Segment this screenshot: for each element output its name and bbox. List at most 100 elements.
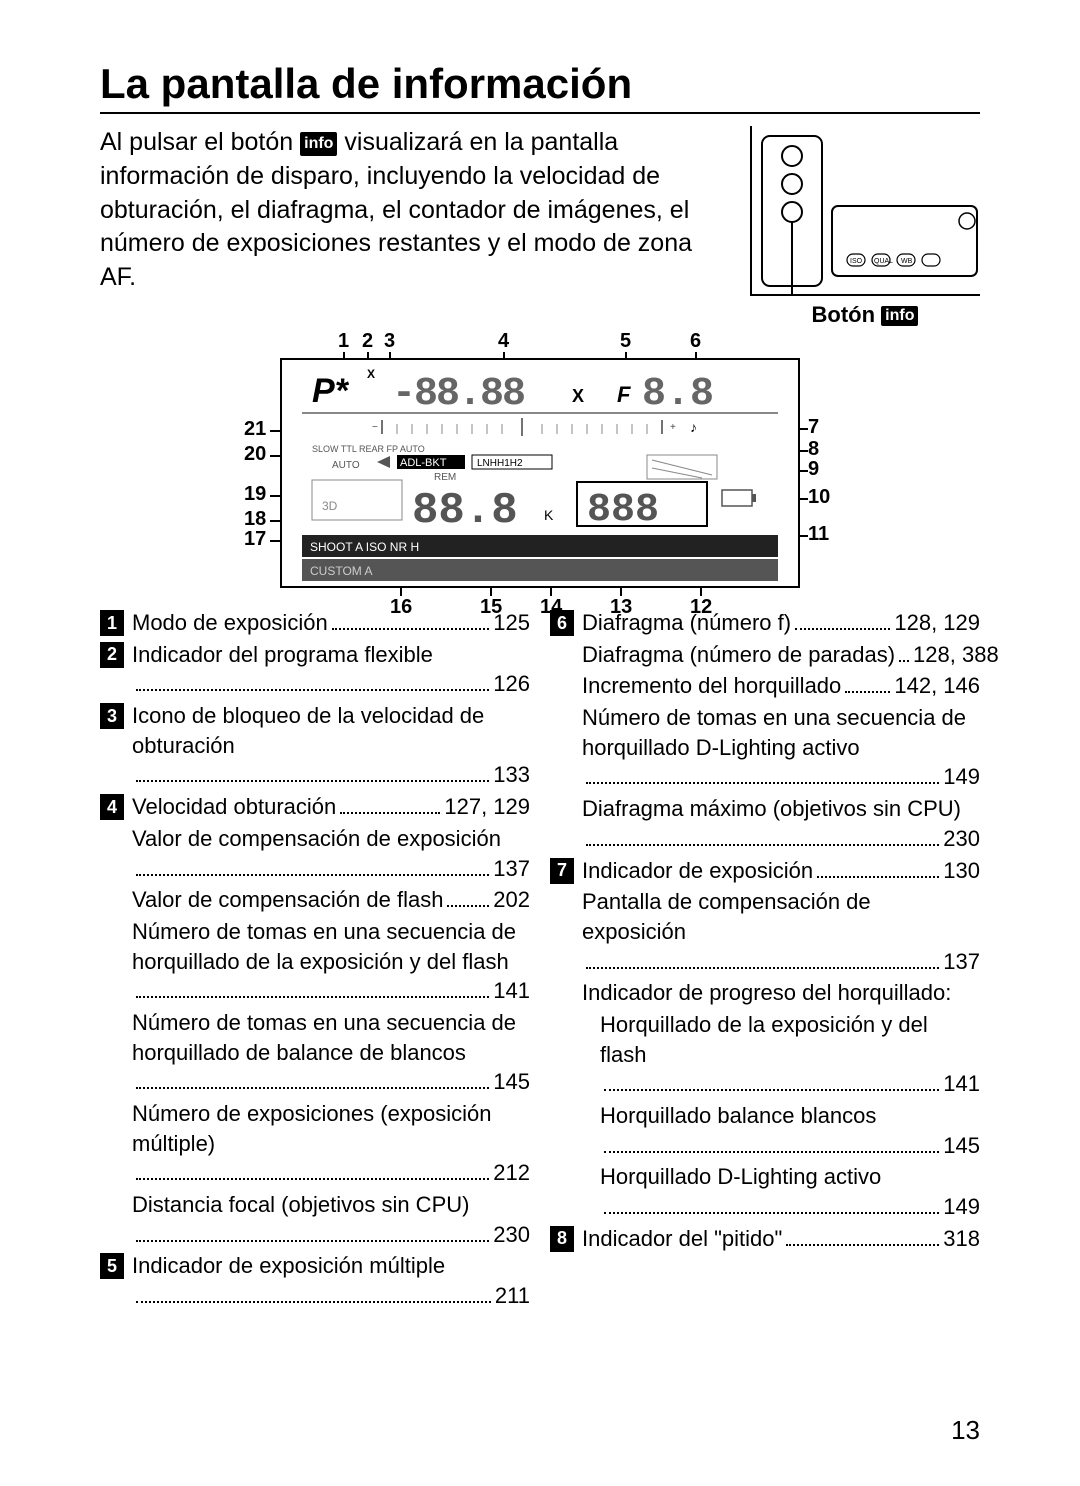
legend-text: Indicador de exposición130 — [582, 856, 980, 886]
page-number: 13 — [951, 1415, 980, 1446]
legend-text: Velocidad obturación127, 129 — [132, 792, 530, 822]
svg-text:X: X — [572, 386, 584, 406]
svg-text:+: + — [670, 422, 676, 433]
legend-left-column: 1 Modo de exposición125 2 Indicador del pro… — [100, 608, 530, 1313]
legend-item: Incremento del horquillado142, 146 — [550, 671, 980, 701]
callout-3: 3 — [384, 330, 395, 353]
svg-text:SLOW TTL REAR FP AUTO: SLOW TTL REAR FP AUTO — [312, 444, 425, 454]
svg-text:QUAL: QUAL — [874, 258, 893, 265]
callout-4: 4 — [498, 330, 509, 353]
legend-text: Número de tomas en una secuencia de horq… — [132, 917, 530, 1006]
legend-text: Incremento del horquillado142, 146 — [582, 671, 980, 701]
legend-text: Diafragma máximo (objetivos sin CPU)230 — [582, 794, 980, 853]
legend-right-column: 6Diafragma (número f)128, 129Diafragma (… — [550, 608, 980, 1313]
legend-number-box: 7 — [550, 858, 574, 884]
legend-text: Número de tomas en una secuencia de horq… — [132, 1008, 530, 1097]
legend-item: Valor de compensación de exposición137 — [100, 824, 530, 883]
legend-text: Valor de compensación de flash202 — [132, 885, 530, 915]
legend-text: Horquillado de la exposición y del flash… — [582, 1010, 980, 1099]
legend-item: Horquillado de la exposición y del flash… — [550, 1010, 980, 1099]
legend: 1 Modo de exposición125 2 Indicador del pro… — [100, 608, 980, 1313]
svg-text:P*: P* — [312, 372, 350, 410]
legend-item: 3 Icono de bloqueo de la velocidad de obt… — [100, 701, 530, 790]
callout-16: 16 — [390, 596, 412, 619]
legend-item: 4 Velocidad obturación127, 129 — [100, 792, 530, 822]
svg-text:♪: ♪ — [690, 419, 697, 435]
legend-text: Número de exposiciones (exposición múlti… — [132, 1099, 530, 1188]
callout-13: 13 — [610, 596, 632, 619]
legend-number-box: 3 — [100, 703, 124, 729]
legend-item: 5 Indicador de exposición múltiple211 — [100, 1251, 530, 1310]
legend-text: Diafragma (número f)128, 129 — [582, 608, 980, 638]
button-caption-text: Botón — [812, 302, 882, 327]
legend-text: Número de tomas en una secuencia de horq… — [582, 703, 980, 792]
callout-5: 5 — [620, 330, 631, 353]
legend-item: Distancia focal (objetivos sin CPU)230 — [100, 1190, 530, 1249]
legend-text: Horquillado balance blancos145 — [582, 1101, 980, 1160]
svg-text:88.8: 88.8 — [412, 486, 518, 536]
legend-text: Indicador de exposición múltiple211 — [132, 1251, 530, 1310]
legend-number-box: 4 — [100, 794, 124, 820]
intro-part1: Al pulsar el botón — [100, 128, 300, 156]
legend-item: Horquillado D-Lighting activo149 — [550, 1162, 980, 1221]
svg-text:SHOOT A ISO NR H: SHOOT A ISO NR H — [310, 540, 419, 554]
svg-text:888: 888 — [587, 488, 659, 533]
svg-text:-88.88: -88.88 — [392, 372, 524, 417]
callout-9: 9 — [808, 458, 819, 481]
callout-7: 7 — [808, 416, 819, 439]
legend-item: Diafragma (número de paradas)128, 388 — [550, 640, 980, 670]
callout-11: 11 — [808, 523, 829, 546]
legend-text: Diafragma (número de paradas)128, 388 — [582, 640, 980, 670]
legend-text: Horquillado D-Lighting activo149 — [582, 1162, 980, 1221]
legend-item: 1 Modo de exposición125 — [100, 608, 530, 638]
callout-14: 14 — [540, 596, 562, 619]
lcd-diagram: 1 2 3 4 5 6 21 20 19 18 17 7 8 9 10 11 1… — [280, 358, 800, 588]
callout-6: 6 — [690, 330, 701, 353]
svg-text:ADL-BKT: ADL-BKT — [400, 457, 447, 469]
svg-text:LNHH1H2: LNHH1H2 — [477, 458, 523, 469]
button-diagram: ISO QUAL WB Botón info — [750, 126, 980, 328]
button-caption: Botón info — [750, 302, 980, 328]
svg-text:F: F — [617, 382, 631, 407]
page-title: La pantalla de información — [100, 60, 980, 114]
svg-text:WB: WB — [901, 258, 913, 265]
legend-text: Distancia focal (objetivos sin CPU)230 — [132, 1190, 530, 1249]
intro-row: Al pulsar el botón info visualizará en l… — [100, 126, 980, 328]
legend-item: Pantalla de compensación de exposición13… — [550, 887, 980, 976]
legend-number-box: 2 — [100, 642, 124, 668]
svg-text:K: K — [544, 507, 554, 523]
legend-item: Número de tomas en una secuencia de horq… — [550, 703, 980, 792]
svg-text:CUSTOM A: CUSTOM A — [310, 564, 372, 578]
legend-item: Valor de compensación de flash202 — [100, 885, 530, 915]
legend-number-box: 8 — [550, 1226, 574, 1252]
callout-12: 12 — [690, 596, 712, 619]
legend-item: 7 Indicador de exposición130 — [550, 856, 980, 886]
info-icon-small: info — [881, 306, 918, 326]
legend-text: Icono de bloqueo de la velocidad de obtu… — [132, 701, 530, 790]
legend-text: Indicador de progreso del horquillado: — [582, 978, 980, 1008]
callout-21: 21 — [244, 418, 266, 441]
legend-number-box: 5 — [100, 1253, 124, 1279]
svg-text:X: X — [367, 367, 375, 381]
legend-text: Modo de exposición125 — [132, 608, 530, 638]
legend-item: Número de tomas en una secuencia de horq… — [100, 917, 530, 1006]
legend-item: Número de tomas en una secuencia de horq… — [100, 1008, 530, 1097]
legend-item: Número de exposiciones (exposición múlti… — [100, 1099, 530, 1188]
callout-15: 15 — [480, 596, 502, 619]
legend-item: Diafragma máximo (objetivos sin CPU)230 — [550, 794, 980, 853]
svg-text:AUTO: AUTO — [332, 460, 360, 471]
legend-text: Pantalla de compensación de exposición13… — [582, 887, 980, 976]
legend-text: Indicador del programa flexible126 — [132, 640, 530, 699]
legend-number-box: 1 — [100, 610, 124, 636]
intro-text: Al pulsar el botón info visualizará en l… — [100, 126, 730, 328]
lcd-panel: P* X -88.88 X F 8.8 − + ♪ SLOW TTL REAR … — [280, 358, 800, 588]
svg-text:8.8: 8.8 — [642, 372, 714, 417]
camera-button-illustration: ISO QUAL WB — [750, 126, 980, 296]
callout-1: 1 — [338, 330, 349, 353]
svg-text:−: − — [372, 422, 378, 433]
svg-text:ISO: ISO — [850, 258, 863, 265]
legend-item: Horquillado balance blancos145 — [550, 1101, 980, 1160]
info-icon: info — [300, 132, 337, 156]
legend-text: Valor de compensación de exposición137 — [132, 824, 530, 883]
svg-text:3D: 3D — [322, 499, 338, 513]
